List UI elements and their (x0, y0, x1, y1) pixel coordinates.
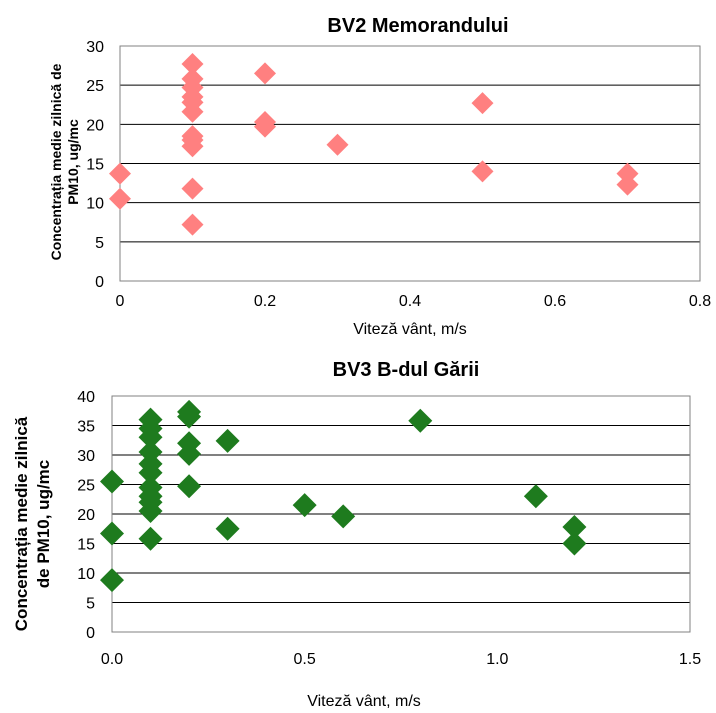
x-axis-ticks: 0.0 0.5 1.0 1.5 (101, 651, 701, 668)
chart-title: BV3 B-dul Gării (333, 359, 480, 381)
y-axis-label-line-1: Concentrația medie zilnică (12, 416, 31, 631)
data-point (138, 499, 163, 524)
data-point (177, 474, 202, 499)
data-point (138, 425, 163, 450)
data-point (138, 526, 163, 551)
data-point (100, 469, 124, 494)
y-axis-label-line-1: Concentrația medie zilnică de (48, 63, 64, 260)
data-point (100, 568, 124, 593)
data-point (523, 484, 548, 509)
data-point (109, 162, 131, 185)
y-tick-label: 20 (77, 507, 95, 524)
y-tick-label: 15 (86, 157, 104, 174)
data-point (471, 92, 494, 115)
data-point (254, 62, 276, 85)
y-tick-label: 0 (95, 274, 104, 291)
data-point (181, 53, 204, 76)
data-point (215, 516, 240, 541)
data-point (471, 160, 494, 183)
y-tick-label: 40 (77, 389, 95, 406)
data-point (562, 514, 587, 539)
data-point (181, 177, 204, 200)
x-tick-label: 0.4 (399, 293, 421, 310)
x-tick-label: 0.2 (254, 293, 276, 310)
data-point (177, 404, 202, 429)
data-point (562, 531, 587, 556)
data-point (177, 441, 202, 466)
data-point (181, 100, 204, 123)
chart-title: BV2 Memorandului (327, 15, 508, 37)
x-tick-label: 0 (116, 293, 125, 310)
data-point (408, 408, 433, 433)
data-point (181, 135, 204, 158)
x-tick-label: 0.8 (689, 293, 711, 310)
y-axis-label-line-2: de PM10, ug/mc (34, 460, 53, 588)
data-point (326, 133, 349, 156)
y-tick-label: 10 (77, 566, 95, 583)
y-tick-label: 15 (77, 537, 95, 554)
y-tick-label: 5 (86, 596, 95, 613)
data-point (181, 213, 204, 236)
x-tick-label: 0.5 (294, 651, 316, 668)
data-point (109, 187, 131, 210)
y-tick-label: 5 (95, 235, 104, 252)
data-point (138, 460, 163, 485)
grid (119, 45, 700, 281)
y-tick-label: 25 (86, 78, 104, 95)
y-tick-label: 30 (86, 39, 104, 56)
y-axis-ticks: 0 5 10 15 20 25 30 35 40 (77, 389, 95, 642)
y-tick-label: 35 (77, 419, 95, 436)
y-tick-label: 10 (86, 196, 104, 213)
y-axis-label-line-2: PM10, ug/mc (65, 119, 81, 205)
grid (111, 395, 690, 632)
x-axis-label: Viteză vânt, m/s (353, 321, 467, 338)
x-tick-label: 1.5 (679, 651, 701, 668)
y-tick-label: 30 (77, 448, 95, 465)
x-tick-label: 0.6 (544, 293, 566, 310)
plot-area (111, 395, 691, 633)
chart-bv3: BV3 B-dul Gării 0 5 10 15 20 25 30 35 40 0.0 0.5 1… (12, 359, 701, 710)
data-points (100, 399, 587, 593)
x-tick-label: 0.0 (101, 651, 123, 668)
data-point (215, 428, 240, 453)
data-point (616, 173, 639, 196)
x-tick-label: 1.0 (486, 651, 508, 668)
data-point (292, 493, 317, 518)
data-point (254, 115, 276, 138)
x-axis-ticks: 0 0.2 0.4 0.6 0.8 (116, 293, 712, 310)
data-point (100, 521, 124, 546)
data-points (109, 53, 639, 236)
y-axis-ticks: 0 5 10 15 20 25 30 (86, 39, 104, 291)
y-tick-label: 25 (77, 478, 95, 495)
x-axis-label: Viteză vânt, m/s (307, 693, 421, 710)
chart-bv2: BV2 Memorandului 0 5 10 15 20 25 30 0 0.2 0.4 0.6… (48, 15, 711, 338)
data-point (331, 504, 356, 529)
y-tick-label: 0 (86, 625, 95, 642)
y-tick-label: 20 (86, 117, 104, 134)
